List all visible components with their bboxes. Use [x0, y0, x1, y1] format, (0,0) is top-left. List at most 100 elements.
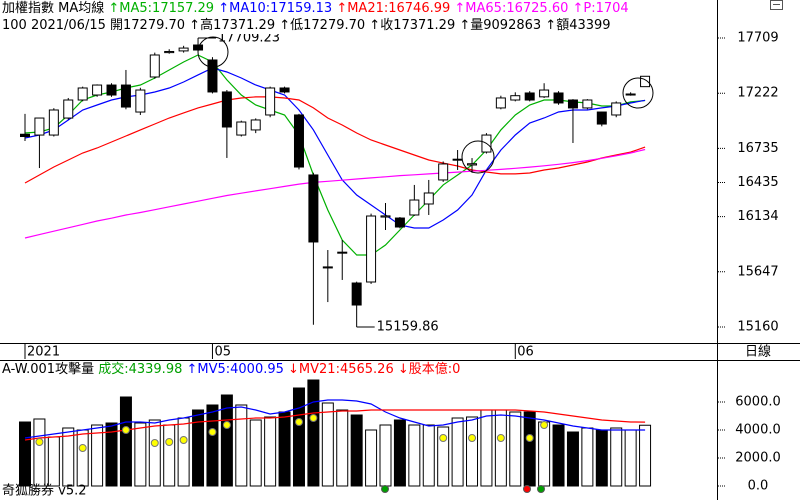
volume-bar: [91, 424, 104, 487]
y-tick-label: 17222: [737, 86, 778, 101]
candle-body: [380, 215, 391, 218]
x-tick-label: 2021: [27, 345, 60, 360]
y-tick-label: 2000.0: [735, 450, 781, 465]
header-item: 成交:4339.98: [98, 361, 182, 377]
candle-body: [625, 93, 636, 96]
y-tick-label: 16435: [737, 175, 778, 190]
period-label[interactable]: 日線: [745, 344, 771, 360]
volume-bar: [480, 409, 493, 487]
indicator-dot: [121, 425, 130, 434]
indicator-dot: [309, 414, 318, 423]
header-item: ↑MA21:16746.99: [332, 1, 450, 16]
indicator-dot: [439, 433, 448, 442]
candle-body: [524, 92, 535, 101]
volume-bar: [466, 416, 479, 487]
candle-body: [164, 50, 175, 54]
indicator-dot: [179, 435, 188, 444]
signal-dot: [523, 485, 531, 493]
volume-bar: [365, 429, 378, 487]
candle-body: [322, 266, 333, 269]
candle-body: [351, 282, 362, 306]
signal-dot: [381, 485, 389, 493]
price-panel: 17709.23 15159.86: [20, 30, 651, 335]
volume-bar: [19, 421, 31, 487]
indicator-dot: [496, 433, 505, 442]
candle-body: [279, 87, 290, 93]
volume-bar: [437, 426, 450, 487]
header: 加權指數 MA均線 ↑MA5:17157.29 ↑MA10:17159.13 ↑…: [0, 0, 717, 377]
indicator-dot: [468, 433, 477, 442]
volume-bar: [422, 424, 435, 487]
header-item: ↑MA10:17159.13: [214, 1, 332, 16]
candle-body: [394, 217, 405, 228]
candle-body: [409, 199, 420, 216]
highlight-circle: [197, 36, 229, 68]
volume-bar: [264, 416, 277, 487]
volume-bar: [292, 387, 305, 487]
indicator-dot: [35, 437, 44, 446]
candle-body: [265, 87, 276, 116]
candle-body: [236, 121, 247, 136]
volume-header: A-W.001攻擊量 成交:4339.98 ↑MV5:4000.95 ↓MV21…: [2, 361, 460, 377]
indicator-dot: [540, 421, 549, 430]
candle-body: [48, 109, 59, 136]
volume-bar: [177, 417, 190, 487]
indicator-dot: [78, 444, 87, 453]
candle-body: [34, 117, 45, 136]
header-item: ↑MA65:16725.60: [450, 1, 568, 16]
x-tick-label: 05: [214, 345, 231, 360]
candle-body: [207, 59, 218, 93]
candle-body: [120, 84, 131, 108]
indicator-dot: [294, 418, 303, 427]
volume-bar: [249, 419, 262, 487]
y-tick-label: 16735: [737, 141, 778, 156]
indicator-dot: [208, 428, 217, 437]
header-background: [0, 0, 717, 34]
signal-dot: [537, 485, 545, 493]
volume-bar: [105, 422, 118, 487]
axes: 17709 17222 16735 16435 16134 15647 15160 2021 0…: [24, 30, 781, 493]
candle-body: [178, 47, 189, 52]
y-tick-label: 4000.0: [735, 422, 781, 437]
candle-body: [366, 215, 377, 283]
header-item: ↑MA5:17157.29: [104, 1, 214, 16]
indicator-dot: [222, 421, 231, 430]
header-item: ↑收17371.29: [365, 18, 455, 33]
highlight-circle: [461, 140, 495, 174]
header-item: MA均線: [54, 0, 104, 16]
volume-bar: [610, 427, 623, 487]
ma-line: [24, 96, 646, 184]
volume-bar: [509, 411, 522, 487]
header-item: ↓MV21:4565.26: [284, 362, 394, 377]
volume-bar: [523, 411, 536, 487]
header-item: 加權指數: [2, 1, 54, 16]
volume-bar: [307, 379, 320, 487]
volume-bar: [76, 429, 89, 487]
footer: 奇狐勝券 v5.2: [2, 483, 87, 499]
candle-body: [149, 54, 160, 78]
candle-body: [438, 163, 449, 181]
volume-bar: [33, 418, 46, 487]
candle-body: [495, 97, 506, 109]
candle-body: [553, 92, 564, 104]
ma-line: [24, 148, 646, 239]
header-item: ↑額43399: [541, 18, 610, 33]
candle-body: [567, 99, 578, 109]
candle-body: [77, 87, 88, 101]
header-item: 100 2021/06/15: [2, 18, 110, 33]
candle-body: [640, 75, 651, 88]
volume-bar: [538, 421, 551, 487]
header-line: 100 2021/06/15 開17279.70 ↑高17371.29 ↑低17…: [2, 17, 611, 33]
y-tick-label: 15160: [737, 320, 778, 335]
volume-bar: [235, 404, 248, 487]
y-tick-label: 15647: [737, 264, 778, 279]
window-icon[interactable]: [770, 0, 783, 10]
indicator-dot: [150, 439, 159, 448]
volume-bar: [451, 417, 464, 487]
candle-body: [467, 163, 478, 166]
y-tick-label: 0.0: [748, 478, 769, 493]
annotation: 15159.86: [377, 320, 439, 335]
volume-bar: [62, 427, 75, 487]
volume-bar: [639, 424, 652, 487]
